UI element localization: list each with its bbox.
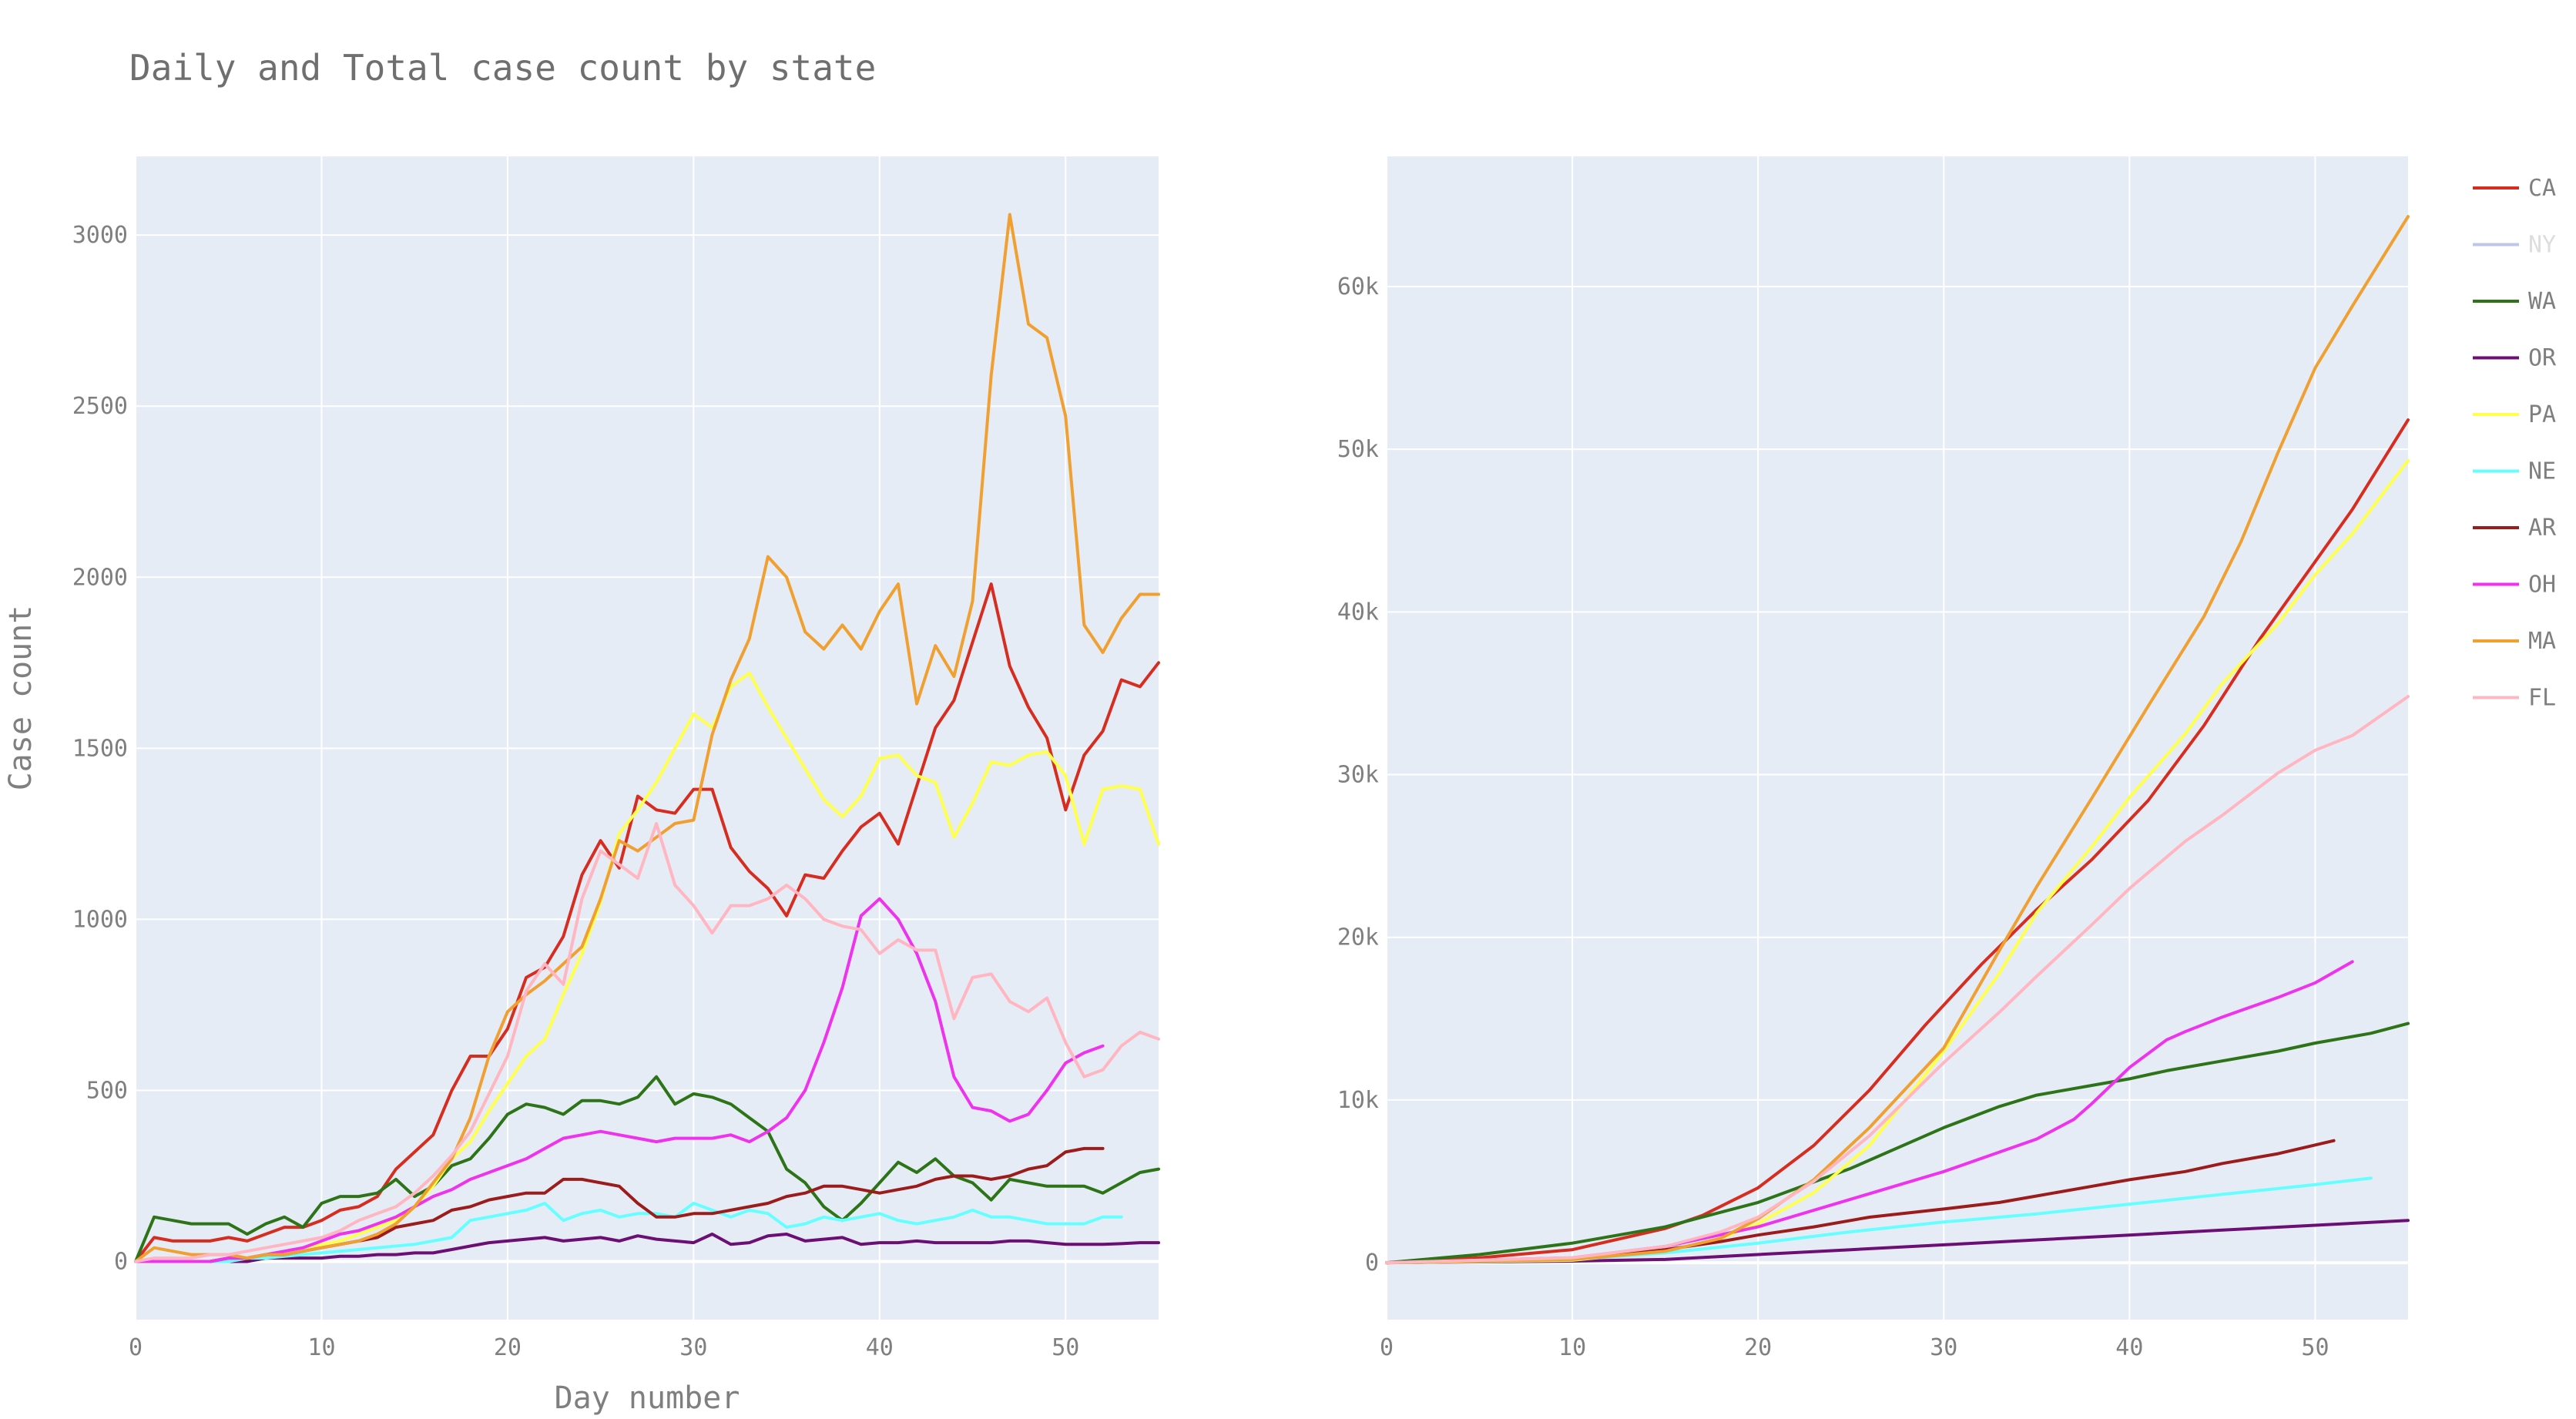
legend-label: PA <box>2528 401 2556 428</box>
daily-y-tick-label: 3000 <box>72 222 128 249</box>
legend-item-ne[interactable]: NE <box>2473 458 2556 485</box>
total-y-tick-label: 30k <box>1337 762 1379 789</box>
total-x-tick-label: 40 <box>2115 1334 2143 1361</box>
daily-y-tick-label: 1000 <box>72 906 128 933</box>
total-series-ca <box>1385 418 2410 1265</box>
legend-label: NY <box>2528 232 2556 259</box>
x-axis-title-daily: Day number <box>555 1380 740 1416</box>
legend-label: OR <box>2528 345 2557 372</box>
legend-label: NE <box>2528 458 2556 485</box>
daily-plot-area <box>136 156 1159 1320</box>
daily-y-tick-label: 0 <box>114 1249 128 1276</box>
daily-x-tick-label: 40 <box>866 1334 894 1361</box>
legend-item-fl[interactable]: FL <box>2473 685 2556 712</box>
daily-y-tick-label: 2500 <box>72 393 128 420</box>
y-axis-title-daily: Case count <box>3 606 39 791</box>
daily-series-oh <box>134 897 1105 1263</box>
total-series-ma <box>1385 215 2410 1265</box>
daily-x-tick-label: 30 <box>679 1334 707 1361</box>
legend-item-pa[interactable]: PA <box>2473 401 2556 428</box>
total-y-tick-label: 20k <box>1337 924 1379 951</box>
daily-x-tick-label: 0 <box>129 1334 143 1361</box>
total-plot: 0 10 20 30 40 50 0 10k 20k 30k 40k 50k 60k <box>1337 156 2410 1361</box>
legend-item-oh[interactable]: OH <box>2473 572 2556 599</box>
legend-item-ca[interactable]: CA <box>2473 175 2556 202</box>
total-y-tick-label: 60k <box>1337 273 1379 300</box>
daily-series-ne <box>134 1202 1123 1263</box>
daily-x-tick-label: 20 <box>494 1334 522 1361</box>
daily-series-wa <box>134 1075 1160 1263</box>
total-y-tick-label: 50k <box>1337 436 1379 463</box>
legend-label: WA <box>2528 288 2556 315</box>
daily-series-ca <box>134 582 1160 1263</box>
legend-label: OH <box>2528 572 2556 599</box>
legend-label: FL <box>2528 685 2556 712</box>
legend-item-ny[interactable]: NY <box>2473 232 2556 259</box>
total-series-fl <box>1385 695 2410 1265</box>
legend-label: MA <box>2528 628 2556 655</box>
total-x-tick-label: 30 <box>1930 1334 1957 1361</box>
legend-label: AR <box>2528 515 2557 542</box>
total-y-tick-label: 40k <box>1337 599 1379 626</box>
daily-y-tick-label: 500 <box>86 1077 128 1104</box>
total-x-tick-label: 20 <box>1744 1334 1772 1361</box>
total-x-tick-label: 0 <box>1380 1334 1394 1361</box>
total-y-tick-label: 0 <box>1365 1250 1379 1276</box>
daily-y-tick-label: 2000 <box>72 564 128 591</box>
legend-item-wa[interactable]: WA <box>2473 288 2556 315</box>
daily-x-tick-label: 50 <box>1052 1334 1079 1361</box>
legend: CA NY WA OR PA NE AR OH MA FL <box>2473 175 2557 712</box>
daily-series-or <box>134 1233 1160 1263</box>
legend-item-ar[interactable]: AR <box>2473 515 2557 542</box>
total-series-or <box>1385 1219 2410 1265</box>
daily-x-tick-label: 10 <box>307 1334 335 1361</box>
total-x-tick-label: 10 <box>1558 1334 1586 1361</box>
legend-item-ma[interactable]: MA <box>2473 628 2556 655</box>
total-series-wa <box>1385 1021 2410 1265</box>
total-plot-area <box>1387 156 2408 1320</box>
daily-series-fl <box>134 822 1160 1263</box>
legend-item-or[interactable]: OR <box>2473 345 2557 372</box>
daily-y-tick-label: 1500 <box>72 735 128 762</box>
daily-series-ma <box>134 213 1160 1263</box>
legend-label: CA <box>2528 175 2556 202</box>
total-y-tick-label: 10k <box>1337 1087 1379 1114</box>
chart-title: Daily and Total case count by state <box>129 47 876 89</box>
total-x-tick-label: 50 <box>2301 1334 2329 1361</box>
